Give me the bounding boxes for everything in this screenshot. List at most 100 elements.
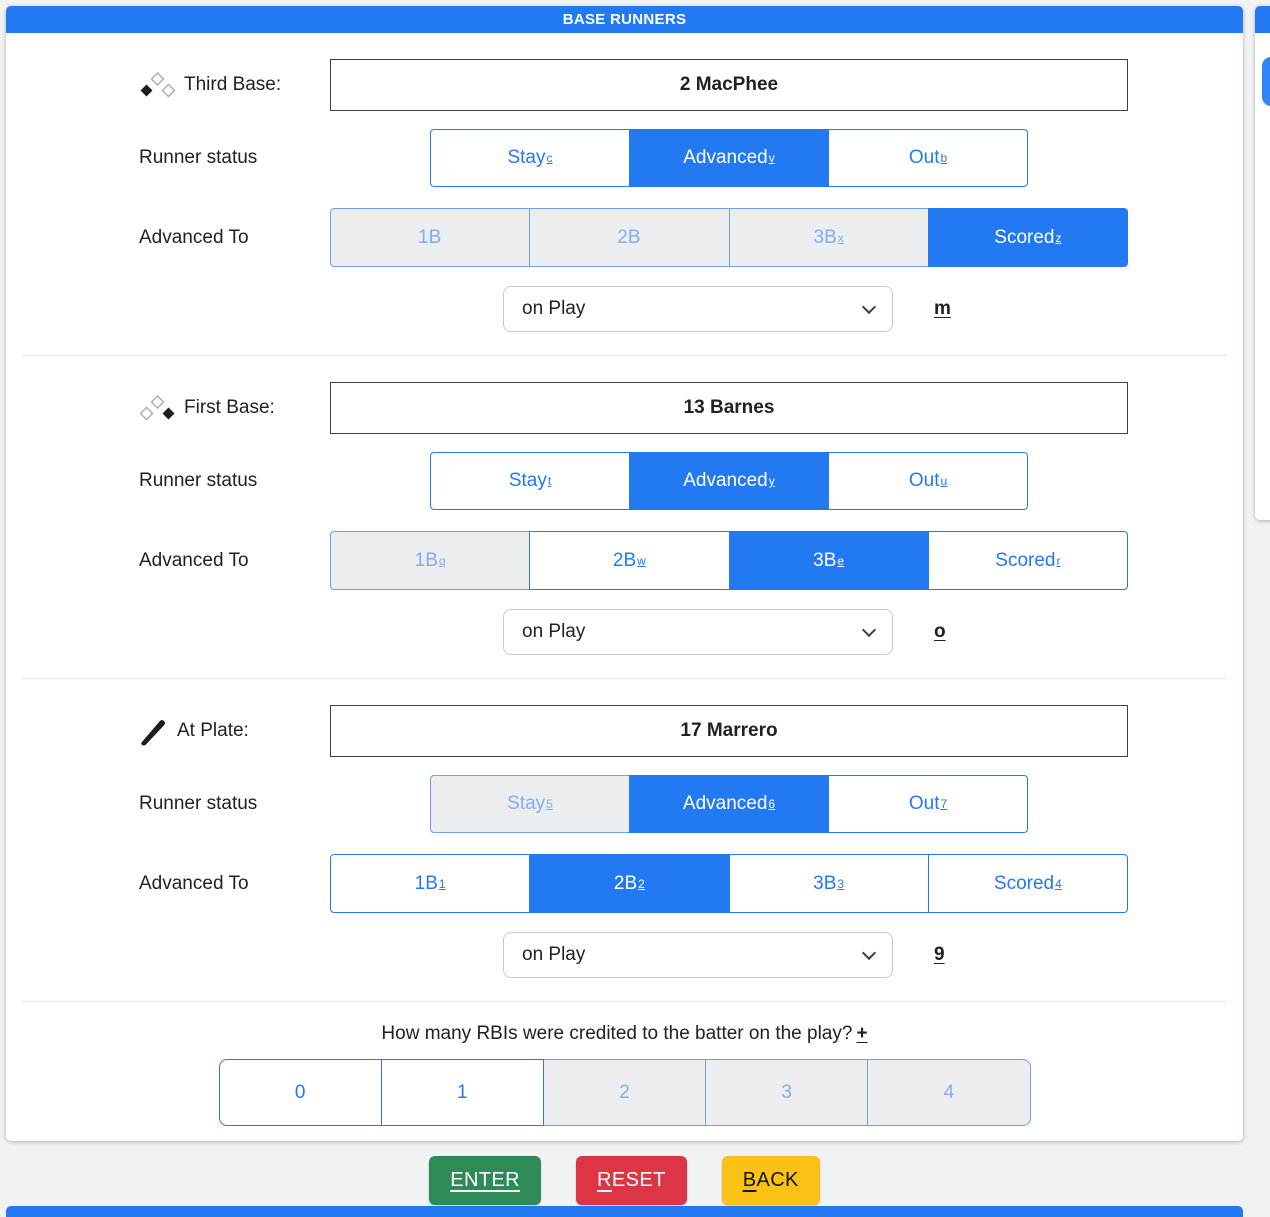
status-option-stay[interactable]: Stay c [430, 129, 630, 187]
hotkey-hint: y [768, 474, 775, 488]
runner-status-group: Stay 5 Advanced 6 Out 7 [430, 775, 1028, 833]
advance-option-scored[interactable]: Scored 4 [927, 854, 1128, 913]
advance-option-3b[interactable]: 3B 3 [728, 854, 929, 913]
advance-timing-select[interactable]: on Play [503, 286, 893, 332]
hotkey-hint: q [438, 553, 446, 568]
panel-header: BASE RUNNERS [6, 6, 1243, 33]
chevron-down-icon [861, 945, 877, 960]
advance-option-scored[interactable]: Scored r [927, 531, 1128, 590]
runner-status-label: Runner status [139, 793, 258, 814]
runner-status-label: Runner status [139, 470, 258, 491]
rbi-count-group: 0 1 2 3 4 [218, 1059, 1031, 1126]
option-label: 3B [813, 549, 837, 571]
advanced-to-group: 1B q 2B w 3B e Scored r [330, 531, 1128, 590]
rbi-option-1[interactable]: 1 [380, 1059, 544, 1126]
option-label: Advanced [682, 793, 768, 814]
rbi-option-2[interactable]: 2 [542, 1059, 707, 1126]
advance-option-1b[interactable]: 1B 1 [330, 854, 531, 913]
section-divider [22, 678, 1227, 679]
advanced-to-group: 1B 2B 3B x Scored z [330, 208, 1128, 267]
hotkey-hint: 4 [1055, 876, 1062, 891]
advance-option-3b[interactable]: 3B x [728, 208, 929, 267]
option-label: 0 [294, 1081, 306, 1103]
base-row-label: At Plate: [6, 717, 330, 746]
advance-option-scored[interactable]: Scored z [927, 208, 1128, 267]
advanced-to-label: Advanced To [139, 549, 249, 571]
status-option-out[interactable]: Out 7 [828, 775, 1028, 833]
option-label: 2 [619, 1081, 630, 1103]
advance-timing-select[interactable]: on Play [503, 932, 893, 978]
option-label: Scored [993, 872, 1055, 894]
third-base-occupied-icon [139, 71, 176, 99]
runner-section-at-plate: At Plate: 17 Marrero Runner status Stay 5… [6, 679, 1243, 978]
bat-icon [139, 717, 169, 746]
selected-option: on Play [522, 944, 586, 965]
option-label: 2B [613, 872, 638, 894]
adjacent-panel-header [1255, 6, 1270, 33]
hotkey-hint: 1 [438, 876, 446, 891]
advance-option-2b[interactable]: 2B [529, 208, 730, 267]
back-button[interactable]: BACK [721, 1156, 820, 1205]
section-divider [22, 1001, 1227, 1002]
base-row-label: First Base: [6, 394, 330, 422]
status-option-stay[interactable]: Stay t [430, 452, 630, 510]
runner-section-first-base: First Base: 13 Barnes Runner status Stay… [6, 356, 1243, 655]
status-option-out[interactable]: Out u [828, 452, 1028, 510]
hotkey-hint: w [637, 553, 646, 568]
option-label: 1B [414, 549, 438, 571]
hotkey-hint: e [837, 553, 845, 568]
base-label: Third Base: [184, 74, 282, 95]
status-option-advanced[interactable]: Advanced v [629, 129, 829, 187]
runner-status-group: Stay c Advanced v Out b [430, 129, 1028, 187]
option-label: Out [908, 793, 940, 814]
timing-hotkey-hint: m [934, 298, 951, 319]
hotkey-hint: t [547, 474, 552, 488]
option-label: 1B [414, 872, 438, 894]
enter-button[interactable]: ENTER [429, 1156, 542, 1205]
status-option-advanced[interactable]: Advanced y [629, 452, 829, 510]
runner-status-label: Runner status [139, 147, 258, 168]
status-option-stay[interactable]: Stay 5 [430, 775, 630, 833]
base-runners-panel: BASE RUNNERS Third Base: 2 MacPhee Runne… [6, 6, 1243, 1141]
advance-option-2b[interactable]: 2B w [529, 531, 730, 590]
hotkey-hint: u [940, 474, 948, 488]
option-label: 3 [781, 1081, 792, 1103]
status-option-out[interactable]: Out b [828, 129, 1028, 187]
player-name-box[interactable]: 2 MacPhee [330, 59, 1128, 111]
advance-timing-select[interactable]: on Play [503, 609, 893, 655]
runner-status-group: Stay t Advanced y Out u [430, 452, 1028, 510]
advance-option-1b[interactable]: 1B [330, 208, 531, 267]
base-label: At Plate: [177, 720, 249, 741]
hotkey-hint: 7 [940, 797, 948, 811]
option-label: Advanced [683, 147, 768, 168]
player-name-box[interactable]: 17 Marrero [330, 705, 1128, 757]
timing-hotkey-hint: 9 [934, 944, 945, 965]
rbi-section: How many RBIs were credited to the batte… [6, 1002, 1243, 1126]
option-label: Scored [994, 226, 1055, 248]
reset-button[interactable]: RESET [576, 1156, 687, 1205]
option-label: 2B [617, 226, 641, 248]
hotkey-hint: r [1056, 553, 1061, 568]
rbi-question: How many RBIs were credited to the batte… [381, 1023, 868, 1044]
first-base-occupied-icon [139, 394, 176, 422]
base-row-label: Third Base: [6, 71, 330, 99]
panel-title: BASE RUNNERS [562, 11, 687, 28]
chevron-down-icon [861, 622, 877, 637]
advance-option-2b[interactable]: 2B 2 [529, 854, 730, 913]
rbi-option-0[interactable]: 0 [218, 1059, 382, 1126]
section-divider [22, 355, 1227, 356]
runner-section-third-base: Third Base: 2 MacPhee Runner status Stay… [6, 33, 1243, 332]
adjacent-panel-button[interactable] [1262, 57, 1270, 106]
hotkey-hint: 2 [638, 876, 645, 891]
status-option-advanced[interactable]: Advanced 6 [629, 775, 829, 833]
hotkey-hint: z [1055, 230, 1062, 245]
rbi-hotkey-hint: + [856, 1023, 868, 1044]
rbi-option-3[interactable]: 3 [705, 1059, 869, 1126]
advance-option-3b[interactable]: 3B e [728, 531, 929, 590]
player-name-box[interactable]: 13 Barnes [330, 382, 1128, 434]
rbi-option-4[interactable]: 4 [867, 1059, 1031, 1126]
option-label: Scored [995, 549, 1056, 571]
option-label: 3B [813, 872, 837, 894]
advance-option-1b[interactable]: 1B q [330, 531, 531, 590]
advanced-to-label: Advanced To [139, 872, 249, 894]
